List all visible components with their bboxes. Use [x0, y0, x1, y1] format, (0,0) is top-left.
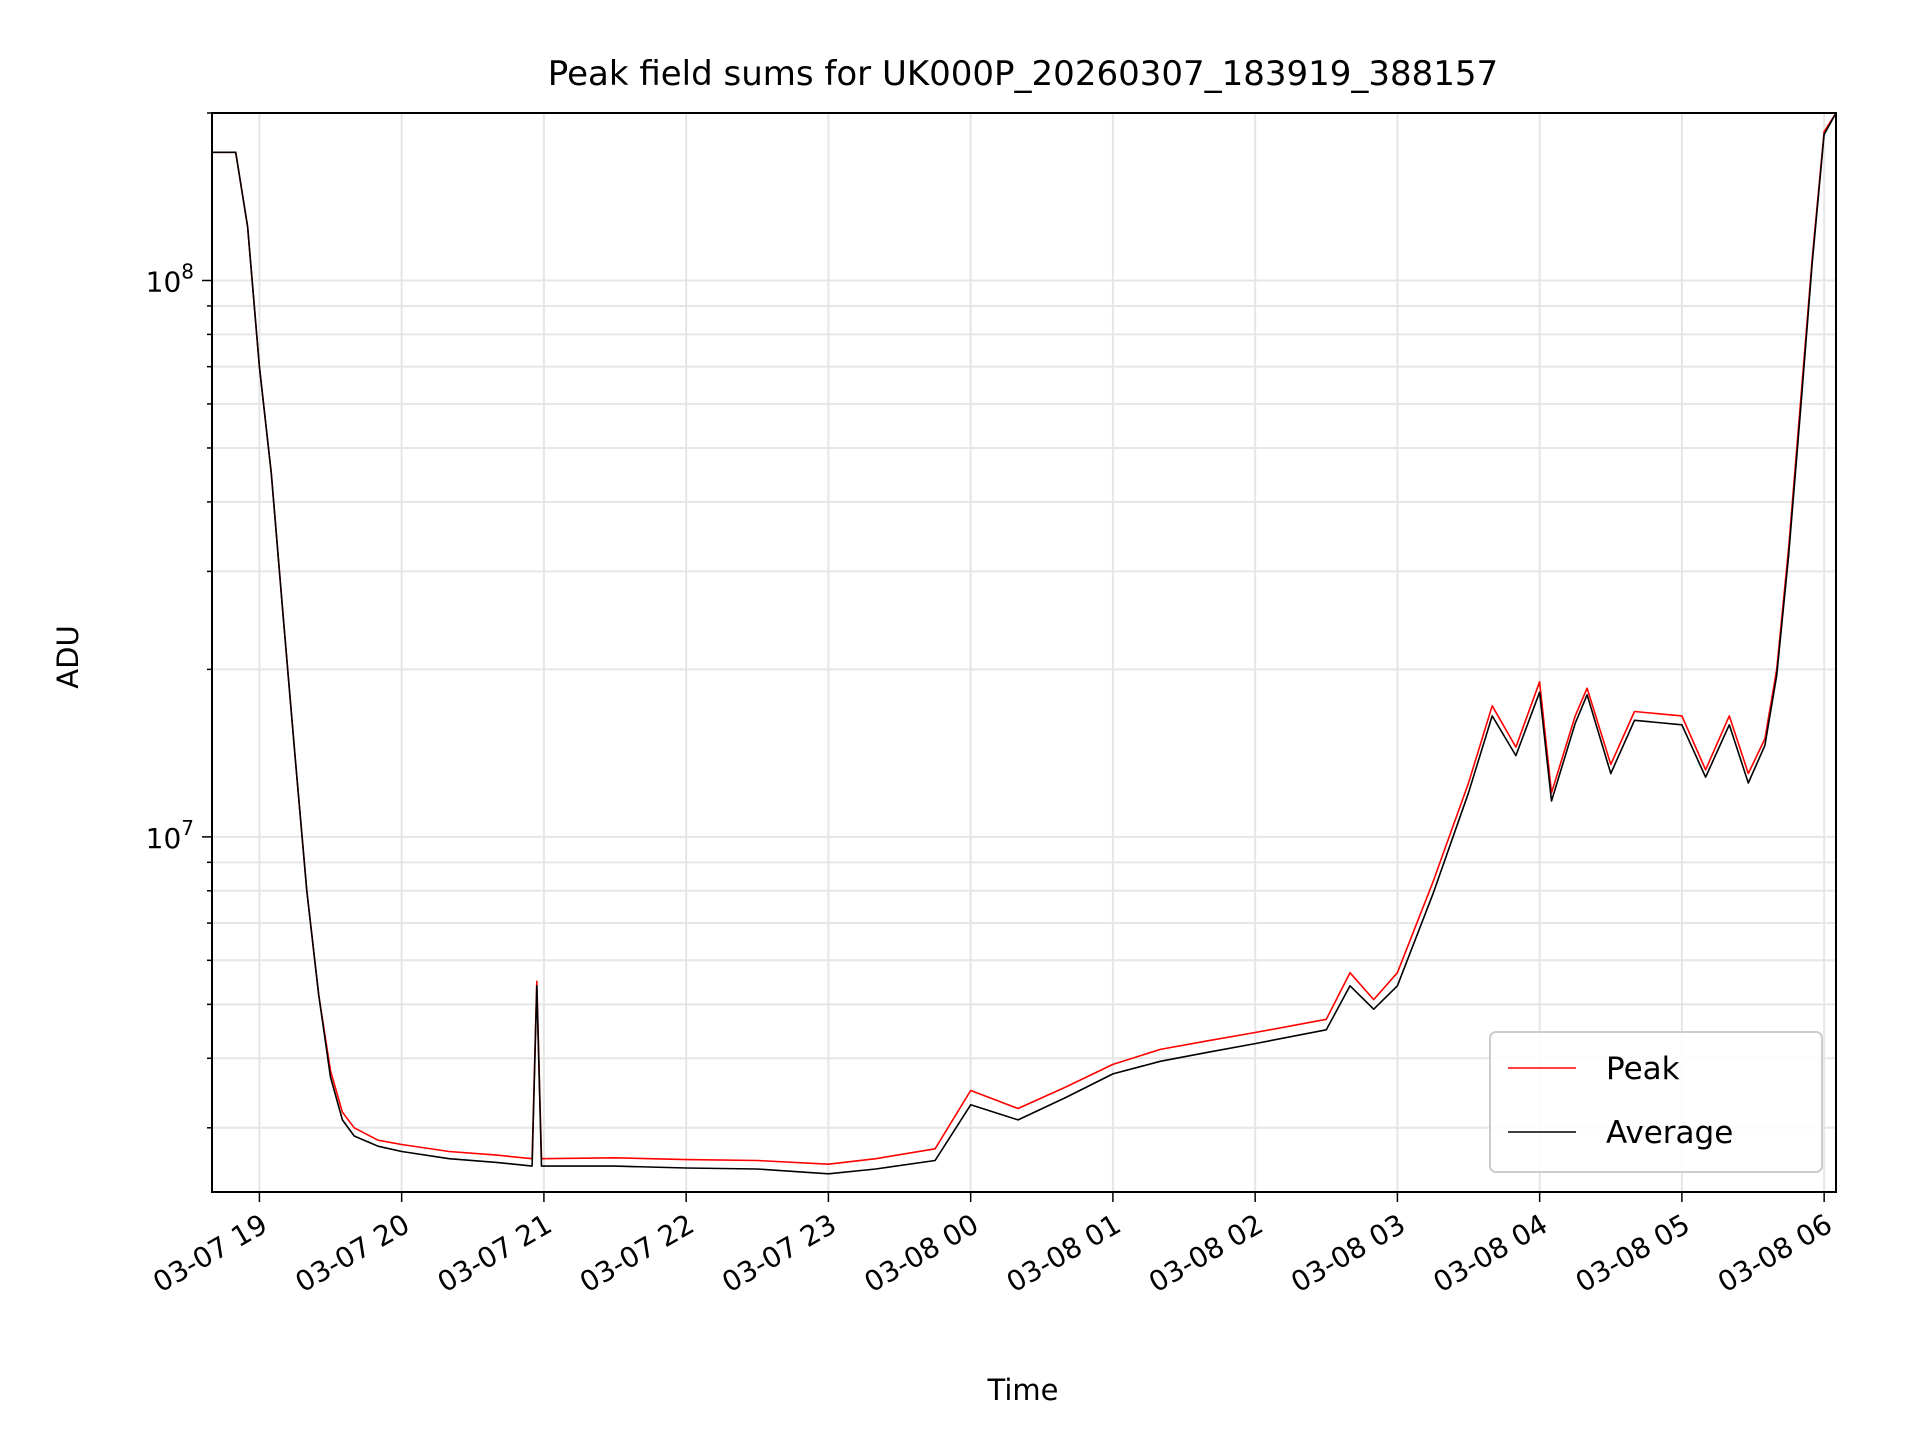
- y-tick-label: 108: [146, 259, 194, 298]
- legend-label-average: Average: [1606, 1115, 1733, 1151]
- series-line-peak: [212, 113, 1836, 1164]
- chart-title: Peak field sums for UK000P_20260307_1839…: [548, 54, 1498, 94]
- y-axis-label: ADU: [51, 625, 85, 688]
- x-tick-label: 03-08 00: [859, 1207, 985, 1299]
- x-tick-label: 03-08 01: [1001, 1207, 1127, 1299]
- legend: Peak Average: [1489, 1031, 1823, 1173]
- x-tick-label: 03-08 05: [1570, 1207, 1696, 1299]
- y-axis-ticks: 107 108: [146, 112, 212, 1129]
- series-layer: [212, 113, 1836, 1174]
- x-tick-label: 03-07 23: [716, 1207, 842, 1299]
- x-tick-label: 03-07 19: [147, 1207, 273, 1299]
- y-tick-label: 107: [146, 816, 194, 855]
- series-line-average: [212, 113, 1836, 1174]
- x-tick-label: 03-08 04: [1428, 1207, 1554, 1299]
- legend-label-peak: Peak: [1606, 1051, 1680, 1087]
- grid: [212, 112, 1836, 1192]
- x-tick-label: 03-08 06: [1712, 1207, 1838, 1299]
- x-axis-label: Time: [987, 1373, 1059, 1407]
- x-tick-label: 03-08 03: [1285, 1207, 1411, 1299]
- plot-frame: [211, 112, 1837, 1193]
- x-tick-label: 03-07 22: [574, 1207, 700, 1299]
- x-tick-label: 03-07 20: [290, 1207, 416, 1299]
- legend-box: [1489, 1031, 1823, 1173]
- x-axis-ticks: 03-07 19 03-07 20 03-07 21 03-07 22 03-07 23…: [147, 1192, 1838, 1299]
- x-tick-label: 03-08 02: [1143, 1207, 1269, 1299]
- x-tick-label: 03-07 21: [432, 1207, 558, 1299]
